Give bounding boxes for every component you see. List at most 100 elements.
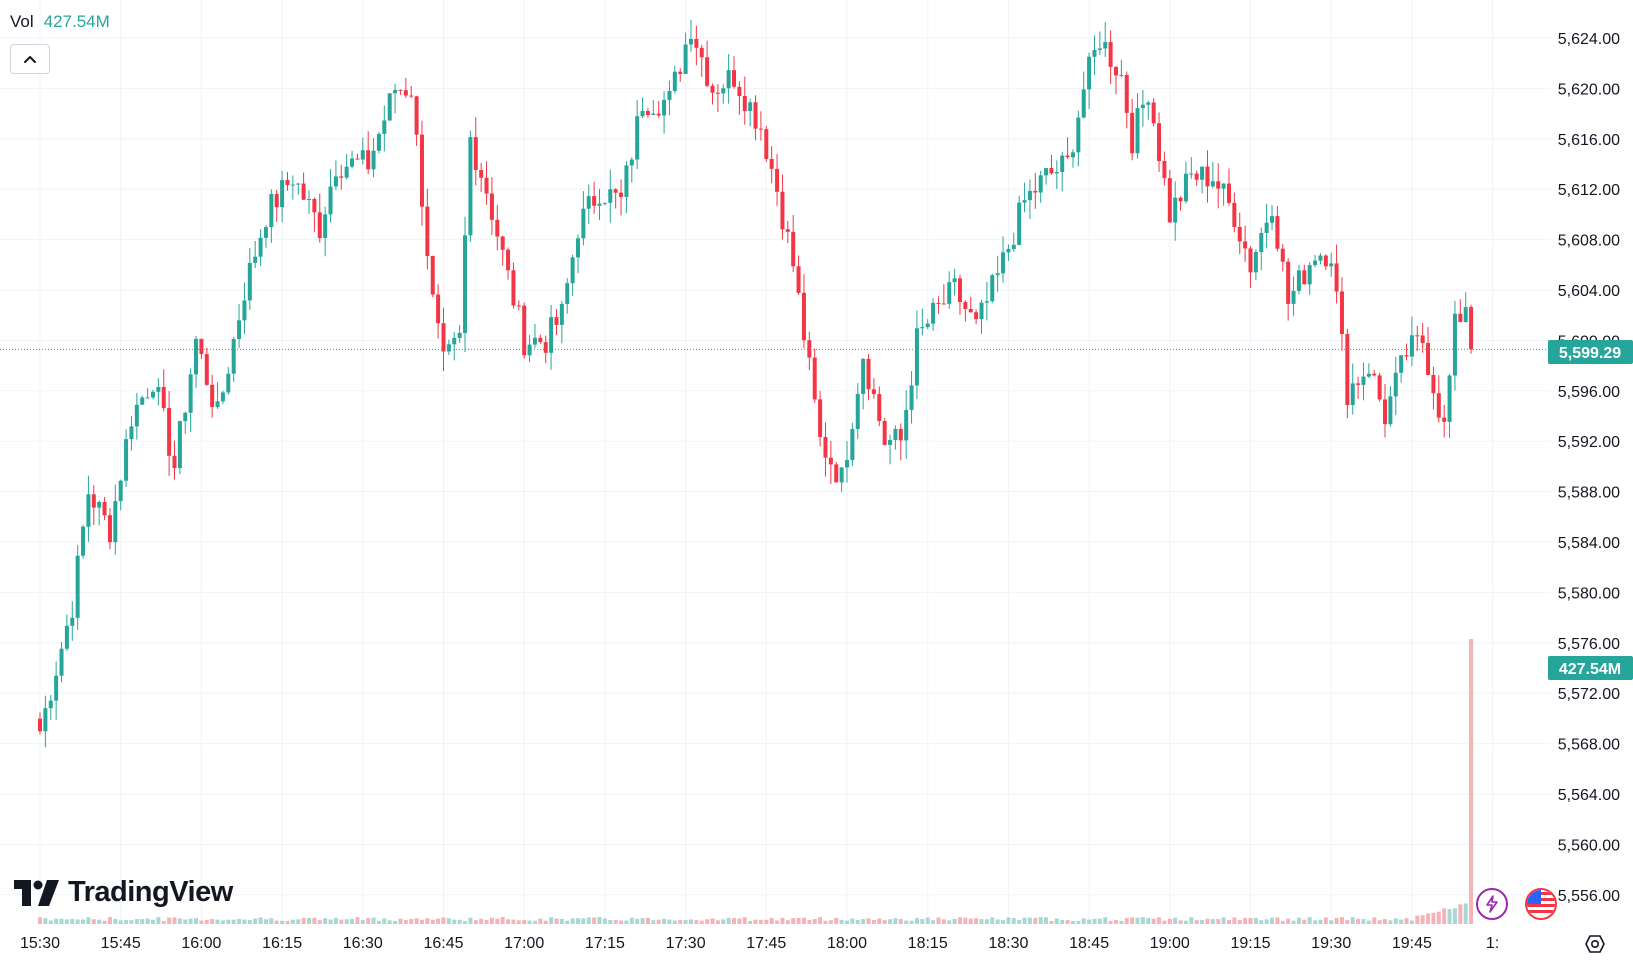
candle-body	[619, 192, 624, 197]
volume-bar	[984, 919, 989, 924]
candle-body	[1232, 202, 1237, 227]
candle-body	[75, 555, 80, 618]
tradingview-logo[interactable]: TradingView	[14, 876, 233, 909]
candle-body	[1065, 155, 1070, 158]
volume-bar	[1162, 920, 1167, 924]
volume-bar	[570, 918, 575, 924]
volume-bar	[1011, 917, 1016, 924]
volume-bar	[1017, 919, 1022, 924]
candle-body	[737, 86, 742, 97]
volume-bar	[91, 919, 96, 924]
candle-body	[156, 386, 161, 392]
settings-icon[interactable]	[1584, 933, 1606, 960]
candle-body	[500, 236, 505, 250]
candle-body	[828, 457, 833, 465]
volume-bar	[38, 917, 42, 924]
volume-bar	[150, 919, 155, 924]
volume-bar	[1323, 917, 1328, 924]
lightning-icon[interactable]	[1476, 888, 1508, 920]
candle-body	[393, 89, 398, 94]
volume-bar	[909, 920, 914, 924]
volume-bar	[414, 918, 419, 924]
volume-bar	[742, 917, 747, 924]
volume-bar	[81, 919, 86, 924]
candle-body	[1070, 152, 1075, 158]
candle-body	[81, 526, 86, 556]
candle-body	[1033, 190, 1038, 193]
x-tick-label: 16:15	[262, 935, 302, 952]
candle-body	[91, 494, 96, 508]
volume-bar	[479, 918, 484, 924]
volume-bar	[333, 917, 338, 924]
candle-body	[237, 320, 242, 339]
collapse-legend-button[interactable]	[10, 44, 50, 74]
candle-body	[172, 455, 177, 469]
volume-bar	[1361, 919, 1366, 924]
volume-bar	[54, 918, 59, 924]
candle-body	[419, 134, 424, 207]
volume-bar	[1135, 917, 1140, 924]
candle-body	[188, 374, 193, 413]
volume-bar	[1420, 915, 1425, 924]
x-tick-label: 17:30	[666, 935, 706, 952]
x-tick-label: 19:30	[1311, 935, 1351, 952]
volume-bar	[877, 918, 882, 924]
candle-body	[1404, 355, 1409, 357]
volume-bar	[979, 919, 984, 924]
volume-bar	[1081, 918, 1086, 924]
candle-body	[990, 275, 995, 302]
candle-body	[1399, 355, 1404, 373]
volume-bar	[290, 919, 295, 924]
time-axis[interactable]: 15:30 15:45 16:00 16:15 16:30 16:45 17:00 17:15…	[20, 935, 1499, 952]
volume-bar	[592, 917, 597, 924]
candle-body	[785, 229, 790, 232]
volume-bar	[1366, 920, 1371, 924]
volume-bar	[527, 920, 532, 924]
candle-body	[1469, 307, 1474, 350]
candle-body	[1226, 183, 1231, 203]
volume-bar	[1243, 918, 1248, 924]
x-tick-label: 15:45	[101, 935, 141, 952]
candle-body	[441, 323, 446, 352]
volume-bar	[1426, 913, 1431, 924]
candle-body	[570, 257, 575, 284]
candle-body	[914, 328, 919, 386]
volume-bar	[355, 917, 360, 924]
candle-body	[543, 342, 548, 353]
volume-bar	[823, 920, 828, 924]
volume-bar	[511, 919, 516, 924]
us-flag-icon[interactable]	[1525, 888, 1557, 920]
candle-body	[1463, 307, 1468, 322]
candle-body	[624, 165, 629, 197]
candle-body	[301, 183, 306, 200]
candle-body	[1060, 155, 1065, 172]
candle-body	[263, 227, 268, 238]
candle-body	[581, 208, 586, 239]
volume-bar	[1409, 920, 1414, 924]
candle-body	[882, 420, 887, 445]
volume-bar	[328, 919, 333, 924]
price-axis[interactable]: 5,624.00 5,620.00 5,616.00 5,612.00 5,608.00…	[1558, 31, 1620, 905]
volume-bar	[748, 920, 753, 924]
volume-bar	[113, 918, 118, 924]
candle-body	[1162, 160, 1167, 179]
candle-body	[1173, 197, 1178, 223]
candle-body	[220, 392, 225, 402]
volume-bar	[145, 918, 150, 924]
volume-bar	[161, 920, 166, 924]
candle-body	[893, 428, 898, 440]
volume-bar	[199, 920, 204, 924]
candle-body	[532, 337, 537, 345]
volume-bar	[339, 919, 344, 924]
candle-body	[107, 515, 112, 543]
volume-bar	[1415, 915, 1420, 924]
x-tick-label: 18:45	[1069, 935, 1109, 952]
volume-bar	[672, 920, 677, 924]
volume-bar	[312, 917, 317, 924]
volume-bar	[543, 920, 548, 924]
volume-bar	[1232, 917, 1237, 924]
volume-bar	[409, 919, 414, 924]
volume-bar	[1372, 917, 1377, 924]
volume-bar	[194, 918, 199, 924]
